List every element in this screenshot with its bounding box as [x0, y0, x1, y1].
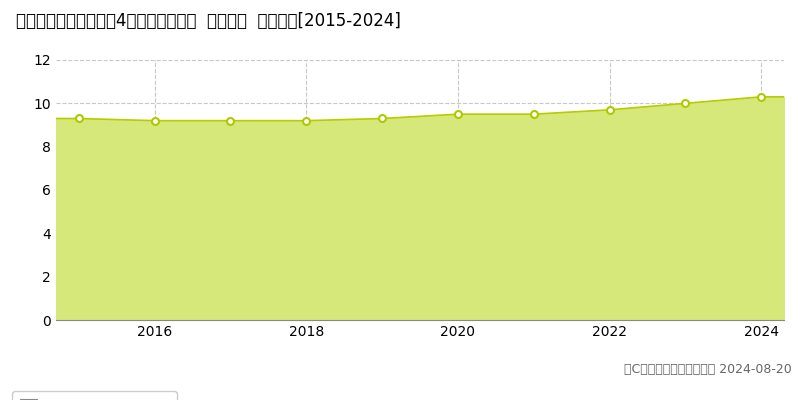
Legend: 地価公示 平均坪単価(万円/坪): 地価公示 平均坪単価(万円/坪) — [12, 391, 177, 400]
Text: （C）土地価格ドットコム 2024-08-20: （C）土地価格ドットコム 2024-08-20 — [624, 363, 792, 376]
Text: 新潟県新潟市北区嘉山4丁目７番１５外  地価公示  地価推移[2015-2024]: 新潟県新潟市北区嘉山4丁目７番１５外 地価公示 地価推移[2015-2024] — [16, 12, 401, 30]
